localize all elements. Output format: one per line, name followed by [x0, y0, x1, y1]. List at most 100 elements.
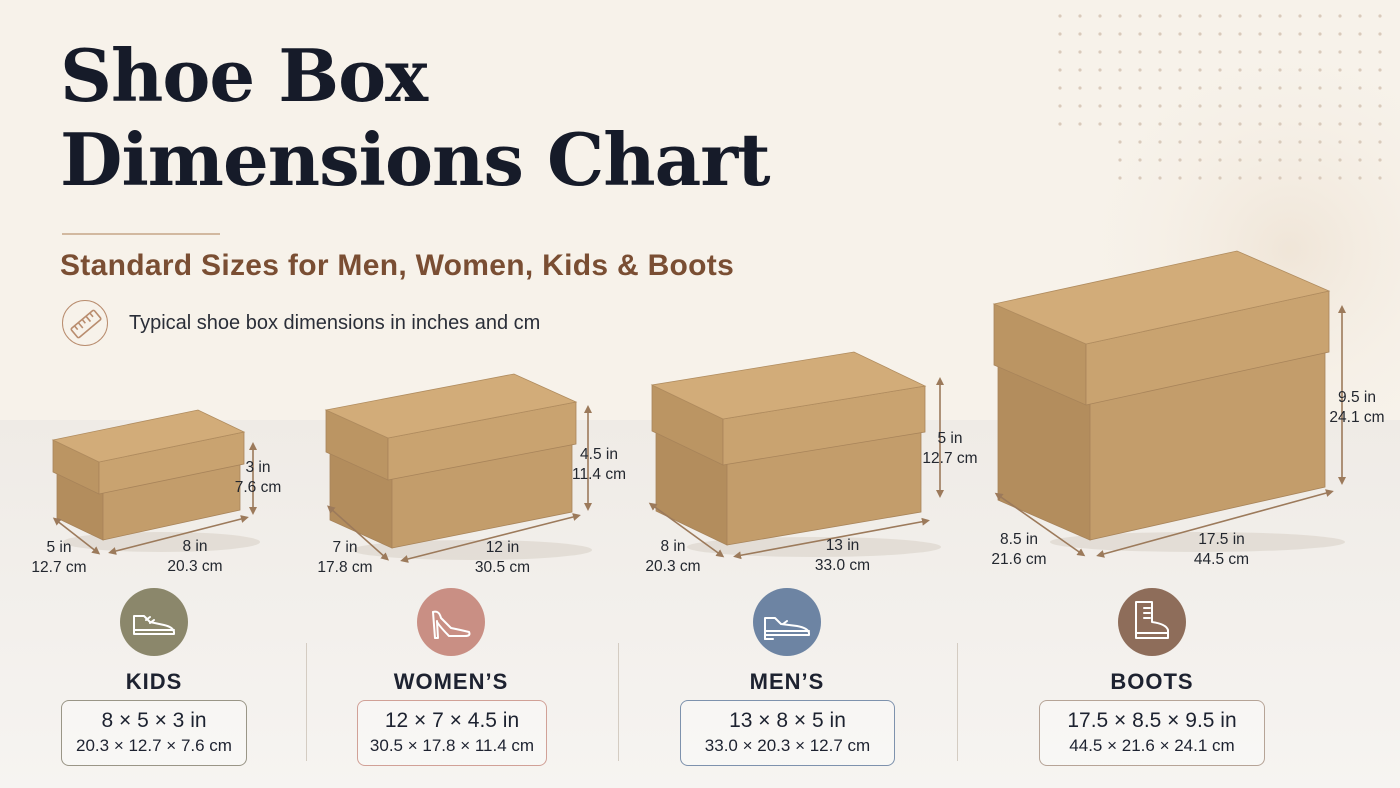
decorative-dot	[1078, 104, 1082, 108]
decorative-dot	[1218, 104, 1222, 108]
decorative-dot	[1198, 104, 1202, 108]
kids-height-label: 3 in 7.6 cm	[234, 459, 282, 496]
decorative-dot	[1138, 86, 1142, 90]
decorative-dot	[1358, 50, 1362, 54]
decorative-dot	[1378, 104, 1382, 108]
decorative-dot	[1078, 122, 1082, 126]
decorative-dot	[1358, 122, 1362, 126]
decorative-dot	[1378, 14, 1382, 18]
decorative-dot	[1178, 14, 1182, 18]
decorative-dot	[1358, 176, 1362, 180]
decorative-dot	[1138, 104, 1142, 108]
decorative-dot	[1358, 32, 1362, 36]
decorative-dot	[1338, 86, 1342, 90]
decorative-dot	[1158, 14, 1162, 18]
column-divider	[618, 643, 619, 761]
decorative-dot	[1278, 14, 1282, 18]
decorative-dot	[1058, 104, 1062, 108]
womens-width-label: 7 in 17.8 cm	[317, 539, 373, 576]
size-card-kids: 8 × 5 × 3 in 20.3 × 12.7 × 7.6 cm	[61, 700, 247, 766]
decorative-dot	[1098, 122, 1102, 126]
decorative-dot	[1098, 86, 1102, 90]
decorative-dot	[1378, 176, 1382, 180]
decorative-dot	[1218, 176, 1222, 180]
decorative-dot	[1138, 68, 1142, 72]
decorative-dot	[1178, 122, 1182, 126]
decorative-dot	[1138, 32, 1142, 36]
boots-length-label: 17.5 in 44.5 cm	[1193, 531, 1250, 568]
decorative-dot	[1218, 68, 1222, 72]
subtitle: Standard Sizes for Men, Women, Kids & Bo…	[60, 249, 735, 282]
box-lid-top-2	[650, 351, 927, 420]
decorative-dot	[1338, 68, 1342, 72]
decorative-dot	[1078, 32, 1082, 36]
decorative-dot	[1118, 86, 1122, 90]
decorative-dot	[1358, 140, 1362, 144]
decorative-dot	[1118, 158, 1122, 162]
decorative-dot	[1358, 104, 1362, 108]
decorative-dot	[1298, 32, 1302, 36]
decorative-dot	[1258, 158, 1262, 162]
size-card-boots: 17.5 × 8.5 × 9.5 in 44.5 × 21.6 × 24.1 c…	[1039, 700, 1265, 766]
decorative-dot	[1338, 122, 1342, 126]
decorative-dot	[1278, 140, 1282, 144]
size-inches: 12 × 7 × 4.5 in	[384, 709, 520, 732]
decorative-dot	[1218, 86, 1222, 90]
decorative-dot	[1078, 50, 1082, 54]
size-card-mens: 13 × 8 × 5 in 33.0 × 20.3 × 12.7 cm	[680, 700, 895, 766]
length-arrow-0	[108, 515, 249, 555]
decorative-dot	[1318, 104, 1322, 108]
decorative-dot	[1198, 68, 1202, 72]
decorative-dot	[1318, 14, 1322, 18]
decorative-dot	[1258, 50, 1262, 54]
decorative-dot	[1178, 176, 1182, 180]
length-arrow-2	[733, 517, 930, 560]
decorative-dot	[1258, 86, 1262, 90]
decorative-dot	[1158, 122, 1162, 126]
decorative-dot	[1198, 158, 1202, 162]
decorative-dot	[1118, 50, 1122, 54]
decorative-dot	[1098, 104, 1102, 108]
decorative-dot	[1178, 68, 1182, 72]
decorative-dot	[1238, 68, 1242, 72]
decorative-dot	[1378, 68, 1382, 72]
decorative-dot	[1238, 176, 1242, 180]
decorative-dot	[1338, 50, 1342, 54]
decorative-dot	[1338, 176, 1342, 180]
decorative-dot	[1118, 68, 1122, 72]
category-label-boots: BOOTS	[1110, 669, 1194, 694]
decorative-dot	[1238, 122, 1242, 126]
title-line-2: Dimensions Chart	[60, 117, 770, 202]
decorative-dot	[1278, 86, 1282, 90]
decorative-dot	[1178, 50, 1182, 54]
decorative-dot	[1058, 68, 1062, 72]
decorative-dot	[1318, 50, 1322, 54]
decorative-dot	[1298, 122, 1302, 126]
size-inches: 13 × 8 × 5 in	[729, 709, 846, 732]
decorative-dot	[1098, 14, 1102, 18]
size-centimeters: 44.5 × 21.6 × 24.1 cm	[1069, 736, 1235, 755]
length-arrow-3	[1096, 489, 1334, 558]
decorative-dot	[1118, 122, 1122, 126]
decorative-dot	[1318, 140, 1322, 144]
decorative-dot	[1158, 86, 1162, 90]
decorative-dot	[1338, 14, 1342, 18]
decorative-dot	[1158, 104, 1162, 108]
decorative-dot	[1278, 122, 1282, 126]
decorative-dot-grid	[1058, 14, 1382, 180]
decorative-dot	[1238, 50, 1242, 54]
decorative-dot	[1058, 86, 1062, 90]
decorative-dot	[1098, 32, 1102, 36]
decorative-dot	[1158, 32, 1162, 36]
decorative-dot	[1078, 86, 1082, 90]
decorative-dot	[1378, 50, 1382, 54]
decorative-dot	[1378, 140, 1382, 144]
decorative-dot	[1338, 104, 1342, 108]
length-arrow-1	[400, 513, 581, 563]
decorative-dot	[1318, 158, 1322, 162]
dimensions-note: Typical shoe box dimensions in inches an…	[129, 312, 541, 334]
decorative-dot	[1358, 86, 1362, 90]
decorative-dot	[1138, 140, 1142, 144]
decorative-dot	[1158, 50, 1162, 54]
